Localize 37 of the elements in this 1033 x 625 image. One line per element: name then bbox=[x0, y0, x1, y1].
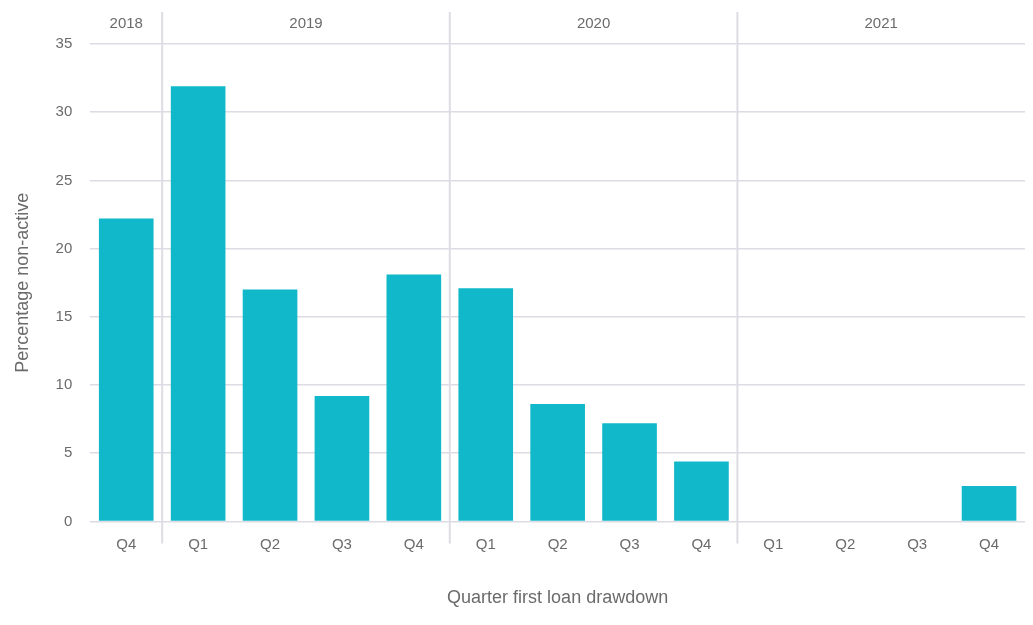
bar bbox=[314, 395, 370, 521]
text: 2018 bbox=[109, 14, 143, 32]
text: 2021 bbox=[864, 14, 898, 32]
y-tick-label: 5 bbox=[63, 443, 73, 461]
x-tick-label: Q3 bbox=[907, 534, 928, 552]
x-tick-label: Q3 bbox=[331, 534, 352, 552]
y-axis-title: Percentage non-active bbox=[11, 192, 32, 373]
x-tick-label: Q1 bbox=[188, 534, 209, 552]
bar bbox=[170, 86, 226, 521]
y-tick-label: 35 bbox=[55, 34, 73, 52]
x-axis-title: Quarter first loan drawdown bbox=[447, 587, 669, 608]
bar bbox=[98, 218, 154, 521]
bar bbox=[674, 461, 729, 521]
text: 2019 bbox=[289, 14, 323, 32]
y-tick-label: 0 bbox=[63, 511, 73, 529]
x-tick-label: Q2 bbox=[260, 534, 281, 552]
y-tick-label: 30 bbox=[55, 102, 73, 120]
x-tick-label: Q1 bbox=[763, 534, 784, 552]
y-tick-label: 25 bbox=[55, 170, 73, 188]
text: 2020 bbox=[576, 14, 611, 32]
y-tick-label: 10 bbox=[55, 375, 73, 393]
y-tick-label: 15 bbox=[55, 306, 73, 324]
x-tick-label: Q3 bbox=[619, 534, 640, 552]
bar bbox=[458, 288, 514, 521]
bar bbox=[242, 289, 298, 521]
bar bbox=[961, 485, 1017, 521]
x-tick-label: Q2 bbox=[835, 534, 856, 552]
y-tick-label: 20 bbox=[55, 238, 73, 256]
x-tick-label: Q1 bbox=[475, 534, 496, 552]
x-tick-label: Q4 bbox=[116, 534, 137, 552]
x-tick-label: Q4 bbox=[403, 534, 424, 552]
x-tick-label: Q4 bbox=[979, 534, 1000, 552]
bar bbox=[386, 274, 442, 521]
x-tick-label: Q2 bbox=[547, 534, 568, 552]
bar bbox=[602, 423, 657, 521]
x-tick-label: Q4 bbox=[691, 534, 712, 552]
bar bbox=[530, 404, 585, 521]
